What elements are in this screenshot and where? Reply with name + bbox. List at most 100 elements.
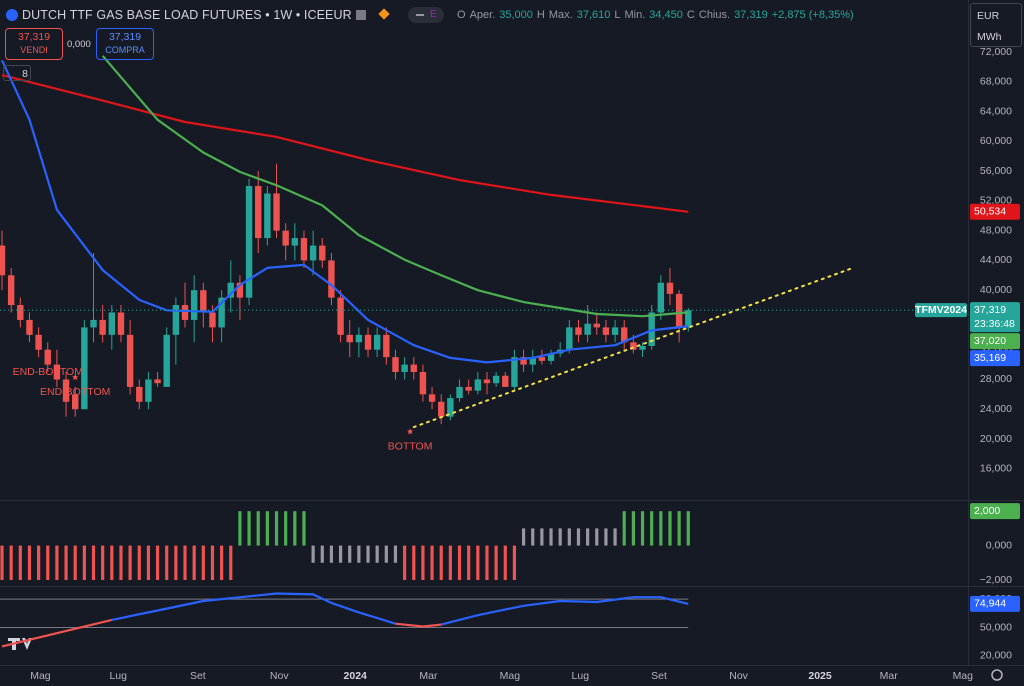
histogram-bar [137, 545, 141, 580]
histogram-bar [640, 511, 645, 546]
histogram-bar [229, 545, 233, 580]
candle-body [108, 312, 116, 335]
y-tick-label: 28,000 [980, 373, 1012, 385]
histogram-bar [448, 545, 452, 580]
candle-body [319, 245, 326, 261]
candle-body [456, 386, 463, 399]
price-badge-label: 74,944 [974, 598, 1006, 610]
y-tick-label: 52,000 [980, 195, 1012, 207]
candle-body [163, 334, 170, 387]
histogram-bar [101, 545, 105, 580]
candle-body [675, 293, 683, 328]
candle-body [7, 275, 15, 306]
x-tick-label: Lug [109, 670, 127, 682]
ohlc-label: Min. [624, 9, 646, 21]
histogram-bar [357, 545, 361, 563]
ohlc-label: Max. [548, 9, 573, 21]
histogram-bar [586, 528, 590, 546]
y-tick-label: 20,000 [980, 433, 1012, 445]
histogram-bar [412, 545, 416, 580]
candle-body [447, 398, 454, 417]
histogram-bar [348, 545, 352, 563]
unit-selector[interactable]: EUR MWh [970, 3, 1022, 47]
histogram-bar [366, 545, 370, 563]
candle-body [300, 238, 308, 261]
histogram-bar [91, 545, 96, 580]
price-badge-label: 37,319 [974, 304, 1006, 316]
spread: 0,000 [67, 39, 91, 50]
trendline [412, 266, 854, 429]
histogram-bar [9, 545, 13, 580]
x-tick-label: Mag [30, 670, 51, 682]
candle-body [438, 401, 445, 417]
histogram-bar [659, 511, 663, 546]
histogram-bar [119, 545, 123, 580]
histogram-bar [558, 528, 562, 546]
symbol-badge [915, 303, 967, 318]
ohlc: O Aper. 35,000 H Max. 37,610 L Min. 34,450 C Ch… [457, 9, 854, 21]
indicators-toggle[interactable]: 8 [3, 65, 31, 81]
candle-body [584, 323, 591, 335]
buy-price: 37,319 [108, 31, 142, 43]
histogram-bar [64, 545, 68, 580]
buy-label: COMPRA [105, 45, 145, 55]
candle-body [575, 327, 582, 335]
histogram-bar [668, 511, 672, 546]
settings-icon[interactable] [991, 669, 1003, 681]
candle-body [593, 323, 600, 328]
histogram-bar [293, 511, 297, 546]
candle-body [264, 193, 271, 239]
annotation-label: BOTTOM [388, 440, 433, 452]
y-tick-label: 60,000 [980, 135, 1012, 147]
x-tick-label: Lug [572, 670, 590, 682]
currency[interactable]: EUR [977, 10, 1000, 22]
histogram-bar [165, 545, 169, 580]
histogram-bar [476, 545, 480, 580]
histogram-bar [27, 545, 32, 580]
candle-body [355, 334, 363, 343]
histogram-bar [284, 511, 288, 546]
histogram-bar [375, 545, 379, 563]
ohlc-key: O [457, 9, 466, 21]
candle-body [136, 386, 143, 402]
histogram-bar [265, 511, 269, 546]
histogram-bar [201, 545, 205, 580]
histogram-bar [82, 545, 86, 580]
y-tick-label: 40,000 [980, 284, 1012, 296]
line [101, 55, 689, 318]
histogram-bar [274, 511, 279, 546]
candle-body [227, 282, 234, 298]
ohlc-key: H [536, 9, 545, 21]
histogram-bar [192, 545, 196, 580]
candle-body [190, 290, 198, 320]
histogram-bar [613, 528, 617, 546]
ohlc-value: 37,319 [734, 9, 768, 21]
price-badge [970, 595, 1020, 612]
x-tick-label: 2025 [808, 670, 832, 682]
histogram-bar [256, 511, 260, 546]
candle-body [90, 319, 97, 328]
candle-body [145, 379, 152, 402]
price-badge-label: 35,169 [974, 352, 1006, 364]
histogram-bar [238, 511, 242, 546]
candle-body [200, 290, 207, 313]
buy-button[interactable]: 37,319 COMPRA [96, 28, 154, 60]
unit[interactable]: MWh [977, 31, 1002, 43]
histogram-bar [439, 545, 443, 580]
histogram-bar [567, 528, 571, 546]
histogram-bar [540, 528, 544, 546]
x-tick-label: Set [190, 670, 206, 682]
candle-body [639, 345, 646, 350]
candle-body [346, 334, 353, 343]
histogram-bar [320, 545, 324, 563]
candle-body [291, 238, 299, 246]
candle-body [72, 394, 79, 410]
candle-body [657, 282, 665, 313]
candle-body [483, 379, 491, 384]
candle-body [172, 305, 180, 335]
sell-button[interactable]: 37,319 VENDI [5, 28, 63, 60]
earnings-badge: E [430, 9, 437, 20]
ohlc-value: 37,610 [576, 9, 611, 21]
y-tick-label: 64,000 [980, 105, 1012, 117]
